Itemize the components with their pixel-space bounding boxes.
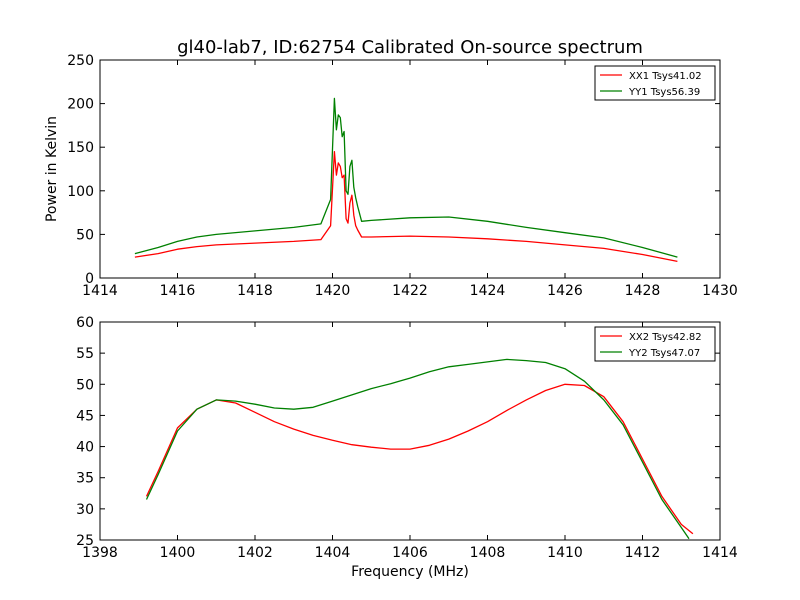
y-tick-label: 25 xyxy=(76,533,94,549)
y-axis-label: Power in Kelvin xyxy=(44,116,60,222)
y-tick-label: 30 xyxy=(76,502,94,518)
y-tick-label: 50 xyxy=(76,227,94,243)
x-tick-label: 1420 xyxy=(315,283,351,299)
x-tick-label: 1406 xyxy=(392,545,428,561)
chart-title: gl40-lab7, ID:62754 Calibrated On-source… xyxy=(177,37,643,58)
y-tick-label: 0 xyxy=(85,271,94,287)
y-tick-label: 100 xyxy=(67,184,94,200)
x-tick-label: 1408 xyxy=(470,545,506,561)
x-tick-label: 1424 xyxy=(470,283,506,299)
series-line-1 xyxy=(145,383,694,535)
x-tick-label: 1412 xyxy=(625,545,661,561)
x-axis-label: Frequency (MHz) xyxy=(351,564,469,580)
legend-box xyxy=(594,326,716,362)
legend-box xyxy=(594,65,716,101)
y-tick-label: 45 xyxy=(76,408,94,424)
series-line-2 xyxy=(145,358,690,540)
x-tick-label: 1426 xyxy=(547,283,583,299)
x-tick-label: 1398 xyxy=(82,545,118,561)
x-tick-label: 1400 xyxy=(160,545,196,561)
y-tick-label: 60 xyxy=(76,315,94,331)
series-line-1 xyxy=(134,150,678,263)
legend-label: YY1 Tsys56.39 xyxy=(628,87,700,98)
legend-label: XX2 Tsys42.82 xyxy=(629,332,702,343)
x-tick-label: 1414 xyxy=(702,545,738,561)
x-tick-label: 1402 xyxy=(237,545,273,561)
x-tick-label: 1416 xyxy=(160,283,196,299)
x-tick-label: 1410 xyxy=(547,545,583,561)
y-tick-label: 50 xyxy=(76,377,94,393)
y-tick-label: 35 xyxy=(76,471,94,487)
x-tick-label: 1428 xyxy=(625,283,661,299)
legend-label: XX1 Tsys41.02 xyxy=(629,71,702,82)
legend: XX2 Tsys42.82 YY2 Tsys47.07 xyxy=(594,326,716,362)
subplot-2: 1398 1400 1402 1404 1406 1408 1410 1412 1414 25 30… xyxy=(76,315,738,580)
legend-label: YY2 Tsys47.07 xyxy=(628,348,700,359)
x-tick-label: 1422 xyxy=(392,283,428,299)
y-tick-label: 200 xyxy=(67,97,94,113)
plots-container: 1414 1416 1418 1420 1422 1424 1426 1428 14300501… xyxy=(44,53,738,580)
x-tick-label: 1430 xyxy=(702,283,738,299)
x-tick-label: 1404 xyxy=(315,545,351,561)
x-tick-label: 1414 xyxy=(82,283,118,299)
x-tick-label: 1418 xyxy=(237,283,273,299)
y-tick-label: 150 xyxy=(67,140,94,156)
y-tick-label: 55 xyxy=(76,346,94,362)
subplot-1: 1414 1416 1418 1420 1422 1424 1426 1428 1430 0 50 1… xyxy=(44,53,738,299)
legend: XX1 Tsys41.02 YY1 Tsys56.39 xyxy=(594,65,716,101)
series-line-2 xyxy=(134,97,678,258)
y-tick-label: 40 xyxy=(76,440,94,456)
y-tick-label: 250 xyxy=(67,53,94,69)
